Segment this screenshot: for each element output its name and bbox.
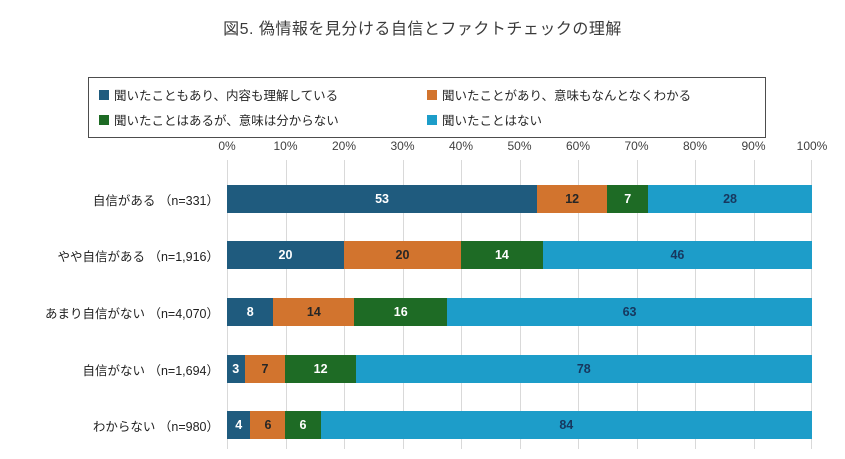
x-axis: 0% 10% 20% 30% 40% 50% 60% 70% 80% 90% 100% [0,139,845,155]
bar-row: 20 20 14 46 [227,241,812,269]
x-axis-tick-label: 20% [331,139,357,153]
bar-segment: 46 [542,241,812,269]
bar-segment: 7 [607,185,649,213]
bar-segment: 6 [250,411,286,439]
category-label: わからない （n=980） [92,419,219,434]
x-axis-tick-label: 10% [273,139,298,153]
x-axis-tick-label: 100% [796,139,828,153]
legend-label: 聞いたことがあり、意味もなんとなくわかる [442,89,692,103]
legend-swatch-icon [427,89,437,100]
bar-segment: 84 [320,411,812,439]
x-axis-tick-label: 40% [448,139,474,153]
x-axis-tick-label: 0% [218,139,236,153]
legend-label: 聞いたことはない [442,114,543,128]
bar-segment: 16 [354,298,448,326]
legend-label: 聞いたこともあり、内容も理解している [114,89,339,103]
bar-segment: 28 [648,185,812,213]
bar-segment: 14 [273,298,355,326]
legend-swatch-icon [99,89,109,100]
bar-segment: 6 [285,411,321,439]
y-axis-category-labels: 自信がある （n=331） やや自信がある （n=1,916） あまり自信がない （… [0,160,219,449]
category-label: 自信がない （n=1,694） [82,363,219,378]
bar-segment: 4 [227,411,251,439]
x-axis-tick-label: 70% [624,139,649,153]
x-axis-tick-label: 60% [565,139,591,153]
bar-segment: 20 [344,241,461,269]
x-axis-tick-label: 50% [507,139,532,153]
x-axis-tick-label: 90% [741,139,766,153]
legend-item: 聞いたことがあり、意味もなんとなくわかる [427,85,755,104]
bar-segment: 7 [244,355,286,383]
legend-swatch-icon [99,114,109,125]
legend-item: 聞いたことはない [427,110,755,129]
bar-row: 4 6 6 84 [227,411,812,439]
category-label: あまり自信がない （n=4,070） [44,306,219,321]
bar-segment: 14 [461,241,543,269]
legend-label: 聞いたことはあるが、意味は分からない [114,114,339,128]
bar-segment: 3 [227,355,245,383]
x-axis-tick-label: 30% [390,139,415,153]
chart-legend: 聞いたこともあり、内容も理解している 聞いたことがあり、意味もなんとなくわかる 聞い… [88,77,766,138]
bar-segment: 12 [537,185,608,213]
legend-item: 聞いたこともあり、内容も理解している [99,85,427,104]
plot-area: 53 12 7 28 20 20 14 46 8 14 16 63 3 7 12 78 4 6 6 84 [227,160,812,449]
category-label: やや自信がある （n=1,916） [57,249,219,264]
bar-segment: 8 [227,298,274,326]
x-axis-tick-label: 80% [682,139,708,153]
bar-segment: 63 [447,298,812,326]
bar-row: 3 7 12 78 [227,355,812,383]
bar-row: 53 12 7 28 [227,185,812,213]
bar-segment: 12 [285,355,356,383]
bar-segment: 53 [227,185,538,213]
legend-swatch-icon [427,114,437,125]
chart-title: 図5. 偽情報を見分ける自信とファクトチェックの理解 [223,21,622,38]
legend-item: 聞いたことはあるが、意味は分からない [99,110,427,129]
bar-segment: 78 [355,355,812,383]
bar-segment: 20 [227,241,344,269]
category-label: 自信がある （n=331） [92,193,219,208]
bar-row: 8 14 16 63 [227,298,812,326]
